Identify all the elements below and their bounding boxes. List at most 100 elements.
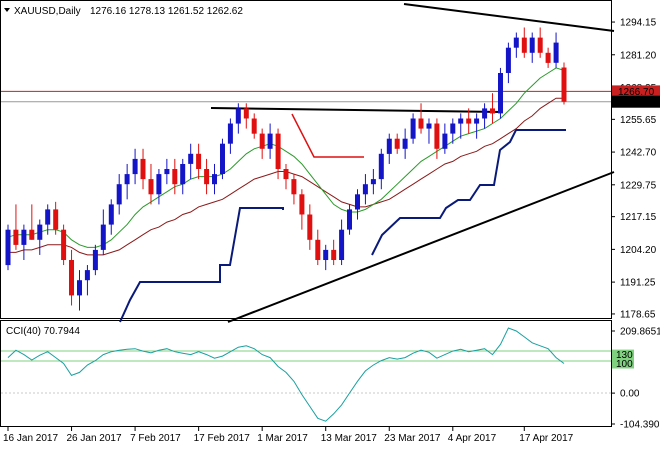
candle [212, 163, 217, 195]
candle [323, 244, 329, 271]
candle-body [172, 169, 178, 185]
candle [156, 169, 162, 205]
candle [553, 32, 559, 68]
date-axis-label: 17 Feb 2017 [194, 433, 251, 444]
cci-layer [7, 327, 565, 422]
cci-level-tag [612, 358, 634, 369]
candle [259, 128, 265, 159]
candle [434, 118, 440, 159]
axis-layer: 1294.151281.201268.251255.651242.701229.… [3, 18, 660, 444]
candle [410, 113, 416, 144]
candle-body [156, 174, 162, 195]
candle-body [307, 214, 313, 240]
candle-body [529, 37, 535, 53]
candle [482, 103, 488, 129]
candle [196, 143, 202, 180]
upper-trendline [403, 3, 615, 32]
candle-body [220, 143, 225, 174]
candle-body [347, 209, 352, 230]
candle [513, 32, 519, 58]
candle-body [458, 118, 464, 124]
price-axis-tick-label: 1204.20 [620, 245, 657, 256]
candle [339, 219, 345, 266]
date-axis-label: 4 Apr 2017 [448, 433, 497, 444]
candle [148, 163, 154, 205]
candle-body [553, 42, 559, 63]
candle-body [92, 249, 98, 271]
candle-body [561, 67, 567, 102]
candle-body [402, 138, 408, 149]
candle-body [315, 239, 321, 260]
candle [402, 128, 408, 159]
candle [172, 158, 178, 195]
candle [466, 108, 472, 134]
candle [84, 265, 90, 296]
cci-level-label: 130 [616, 350, 633, 361]
candle-body [140, 158, 146, 180]
candle [243, 103, 249, 129]
candle-body [180, 164, 186, 185]
candle [77, 270, 82, 311]
candle [331, 239, 337, 266]
candle-body [331, 249, 337, 260]
candle [275, 128, 281, 180]
candle-body [490, 108, 495, 114]
candle [204, 158, 210, 195]
candle-body [410, 118, 416, 139]
current-price-tag [612, 95, 660, 108]
candle [116, 174, 122, 215]
candle-body [386, 138, 392, 154]
candle [370, 169, 376, 195]
candle [235, 103, 241, 134]
cci-title: CCI(40) 70.7944 [6, 326, 80, 337]
candle-body [100, 224, 106, 250]
candle-body [84, 270, 90, 281]
candle-body [37, 224, 43, 240]
candle-body [61, 229, 67, 260]
candle [227, 118, 233, 154]
candle-body [148, 179, 154, 195]
stop-line-blue-left [119, 207, 284, 323]
candle [251, 113, 257, 139]
candle-body [521, 37, 527, 53]
candle [537, 27, 543, 58]
candle [29, 204, 35, 240]
horizontal-resistance-line [210, 107, 503, 113]
price-axis-tick-label: 1229.75 [620, 180, 657, 191]
candle [13, 204, 19, 250]
candle [386, 133, 392, 164]
candle [132, 148, 138, 185]
candle-body [21, 229, 27, 245]
candle [69, 249, 74, 306]
candle-body [537, 37, 543, 53]
date-axis-label: 17 Apr 2017 [519, 433, 573, 444]
lower-trendline [227, 171, 615, 323]
symbol-title: XAUUSD,Daily [14, 6, 81, 17]
candle-body [188, 153, 194, 164]
candle-body [164, 169, 170, 175]
candle-body [45, 209, 51, 225]
cci-axis-tick-label: 0.00 [620, 389, 640, 400]
candle-body [434, 123, 440, 149]
price-axis-tick-label: 1178.65 [620, 309, 656, 320]
candle [474, 113, 480, 139]
candle-body [212, 174, 217, 185]
candle-body [362, 184, 368, 195]
candle-body [116, 184, 122, 205]
candle-body [235, 108, 241, 124]
candle-body [283, 169, 289, 180]
cci-level-label: 100 [616, 359, 633, 370]
candle [220, 138, 225, 180]
candle [108, 199, 114, 235]
candle-body [275, 133, 281, 169]
candle-body [394, 138, 400, 149]
candle-body [204, 169, 210, 185]
date-axis-label: 1 Mar 2017 [257, 433, 308, 444]
candle-body [442, 133, 448, 149]
candle [188, 143, 194, 180]
candle [267, 123, 273, 159]
candle-body [77, 280, 82, 296]
candle [124, 163, 130, 200]
candle-body [474, 118, 480, 124]
